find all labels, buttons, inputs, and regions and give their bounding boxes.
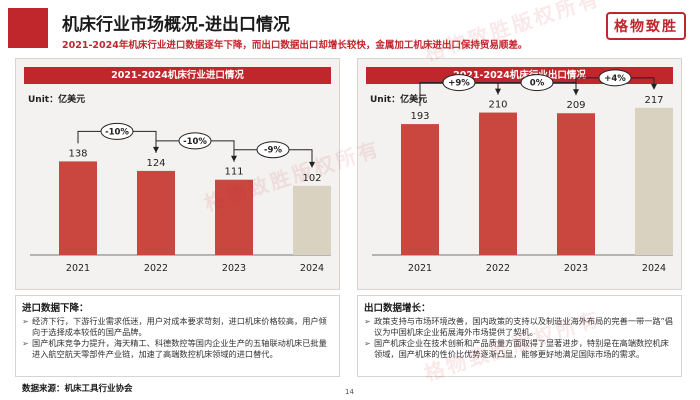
value-label: 138 xyxy=(68,148,87,159)
value-label: 111 xyxy=(224,167,243,178)
export-notes-box: 出口数据增长： ➢ 政策支持与市场环境改善，国内政策的支持以及制造业海外布局的完… xyxy=(357,295,682,377)
arrow-head-icon xyxy=(651,83,657,90)
change-bubble xyxy=(442,74,476,92)
change-bubble xyxy=(598,69,632,87)
export-bar-chart: 193 2021 210 2022 209 2023 217 2024 +9% 0% +4% xyxy=(372,69,673,274)
import-notes-box: 进口数据下降： ➢ 经济下行，下游行业需求低迷，用户对成本要求苛刻，进口机床价格… xyxy=(15,295,340,377)
value-label: 102 xyxy=(302,173,321,184)
import-notes-heading: 进口数据下降： xyxy=(22,303,89,314)
bar-2021 xyxy=(401,124,439,256)
change-label: +4% xyxy=(604,74,626,84)
bar-2022 xyxy=(137,170,175,255)
export-note-text: 政策支持与市场环境改善，国内政策的支持以及制造业海外布局的完善一带一路”倡议为中… xyxy=(374,316,673,337)
change-bubble xyxy=(520,74,554,92)
corner-accent-block xyxy=(8,8,48,48)
import-bar-chart: 138 2021 124 2022 111 2023 102 2024 -10% -10% -9% xyxy=(30,122,331,274)
x-tick-label: 2022 xyxy=(144,263,168,274)
x-tick-label: 2023 xyxy=(222,263,246,274)
export-chart-unit: Unit：亿美元 xyxy=(370,95,428,105)
import-chart-title: 2021-2024机床行业进口情况 xyxy=(24,67,331,84)
page-title: 机床行业市场概况-进出口情况 xyxy=(62,15,291,35)
x-tick-label: 2022 xyxy=(486,263,510,274)
value-label: 193 xyxy=(410,111,429,122)
import-chart-unit: Unit：亿美元 xyxy=(28,95,86,105)
bar-2023 xyxy=(557,113,595,256)
bullet-arrow-icon: ➢ xyxy=(364,339,371,348)
change-label: +9% xyxy=(448,79,470,89)
value-label: 209 xyxy=(566,100,585,111)
bar-2021 xyxy=(59,161,97,255)
brand-logo: 格物致胜 xyxy=(606,12,686,40)
import-note-text: 经济下行，下游行业需求低迷，用户对成本要求苛刻，进口机床价格较高，用户倾向于选择… xyxy=(32,316,327,337)
watermark: 格物致胜版权所有 xyxy=(421,0,604,66)
import-chart-panel: 2021-2024机床行业进口情况 Unit：亿美元 138 2021 124 202… xyxy=(15,58,340,290)
export-notes-heading: 出口数据增长： xyxy=(364,303,431,314)
value-label: 124 xyxy=(146,158,165,169)
import-note-item: ➢ 经济下行，下游行业需求低迷，用户对成本要求苛刻，进口机床价格较高，用户倾向于… xyxy=(22,316,333,338)
change-label: -10% xyxy=(183,137,207,147)
bar-2022 xyxy=(479,112,517,255)
page-number: 14 xyxy=(345,388,354,396)
data-source: 数据来源：机床工具行业协会 xyxy=(22,384,133,394)
bar-2024 xyxy=(293,185,331,255)
export-note-item: ➢ 国产机床企业在技术创新和产品质量方面取得了显著进步，特别是在高端数控机床领域… xyxy=(364,338,675,360)
import-note-text: 国产机床竞争力提升，海天精工、科德数控等国内企业生产的五轴联动机床已批量进入航空… xyxy=(32,338,327,359)
export-note-item: ➢ 政策支持与市场环境改善，国内政策的支持以及制造业海外布局的完善一带一路”倡议… xyxy=(364,316,675,338)
change-bubble xyxy=(178,132,212,150)
x-tick-label: 2021 xyxy=(66,263,90,274)
value-label: 217 xyxy=(644,95,663,106)
x-tick-label: 2024 xyxy=(642,263,666,274)
bar-2024 xyxy=(635,107,673,256)
export-chart-title: 2021-2024机床行业出口情况 xyxy=(366,67,673,84)
bullet-arrow-icon: ➢ xyxy=(22,317,29,326)
x-tick-label: 2021 xyxy=(408,263,432,274)
change-label: 0% xyxy=(530,79,545,89)
bullet-arrow-icon: ➢ xyxy=(22,339,29,348)
export-note-text: 国产机床企业在技术创新和产品质量方面取得了显著进步，特别是在高端数控机床领域，国… xyxy=(374,338,669,359)
bar-2023 xyxy=(215,179,253,255)
x-tick-label: 2024 xyxy=(300,263,324,274)
x-tick-label: 2023 xyxy=(564,263,588,274)
change-bubble xyxy=(100,122,134,140)
import-note-item: ➢ 国产机床竞争力提升，海天精工、科德数控等国内企业生产的五轴联动机床已批量进入… xyxy=(22,338,333,360)
page-subtitle: 2021-2024年机床行业进口数据逐年下降，而出口数据出口却增长较快，金属加工… xyxy=(62,40,528,51)
change-label: -10% xyxy=(105,127,129,137)
bullet-arrow-icon: ➢ xyxy=(364,317,371,326)
arrow-head-icon xyxy=(309,161,315,168)
change-bubble xyxy=(256,141,290,159)
change-label: -9% xyxy=(264,146,282,156)
value-label: 210 xyxy=(488,100,507,111)
export-chart-panel: 2021-2024机床行业出口情况 Unit：亿美元 193 2021 210 202… xyxy=(357,58,682,290)
